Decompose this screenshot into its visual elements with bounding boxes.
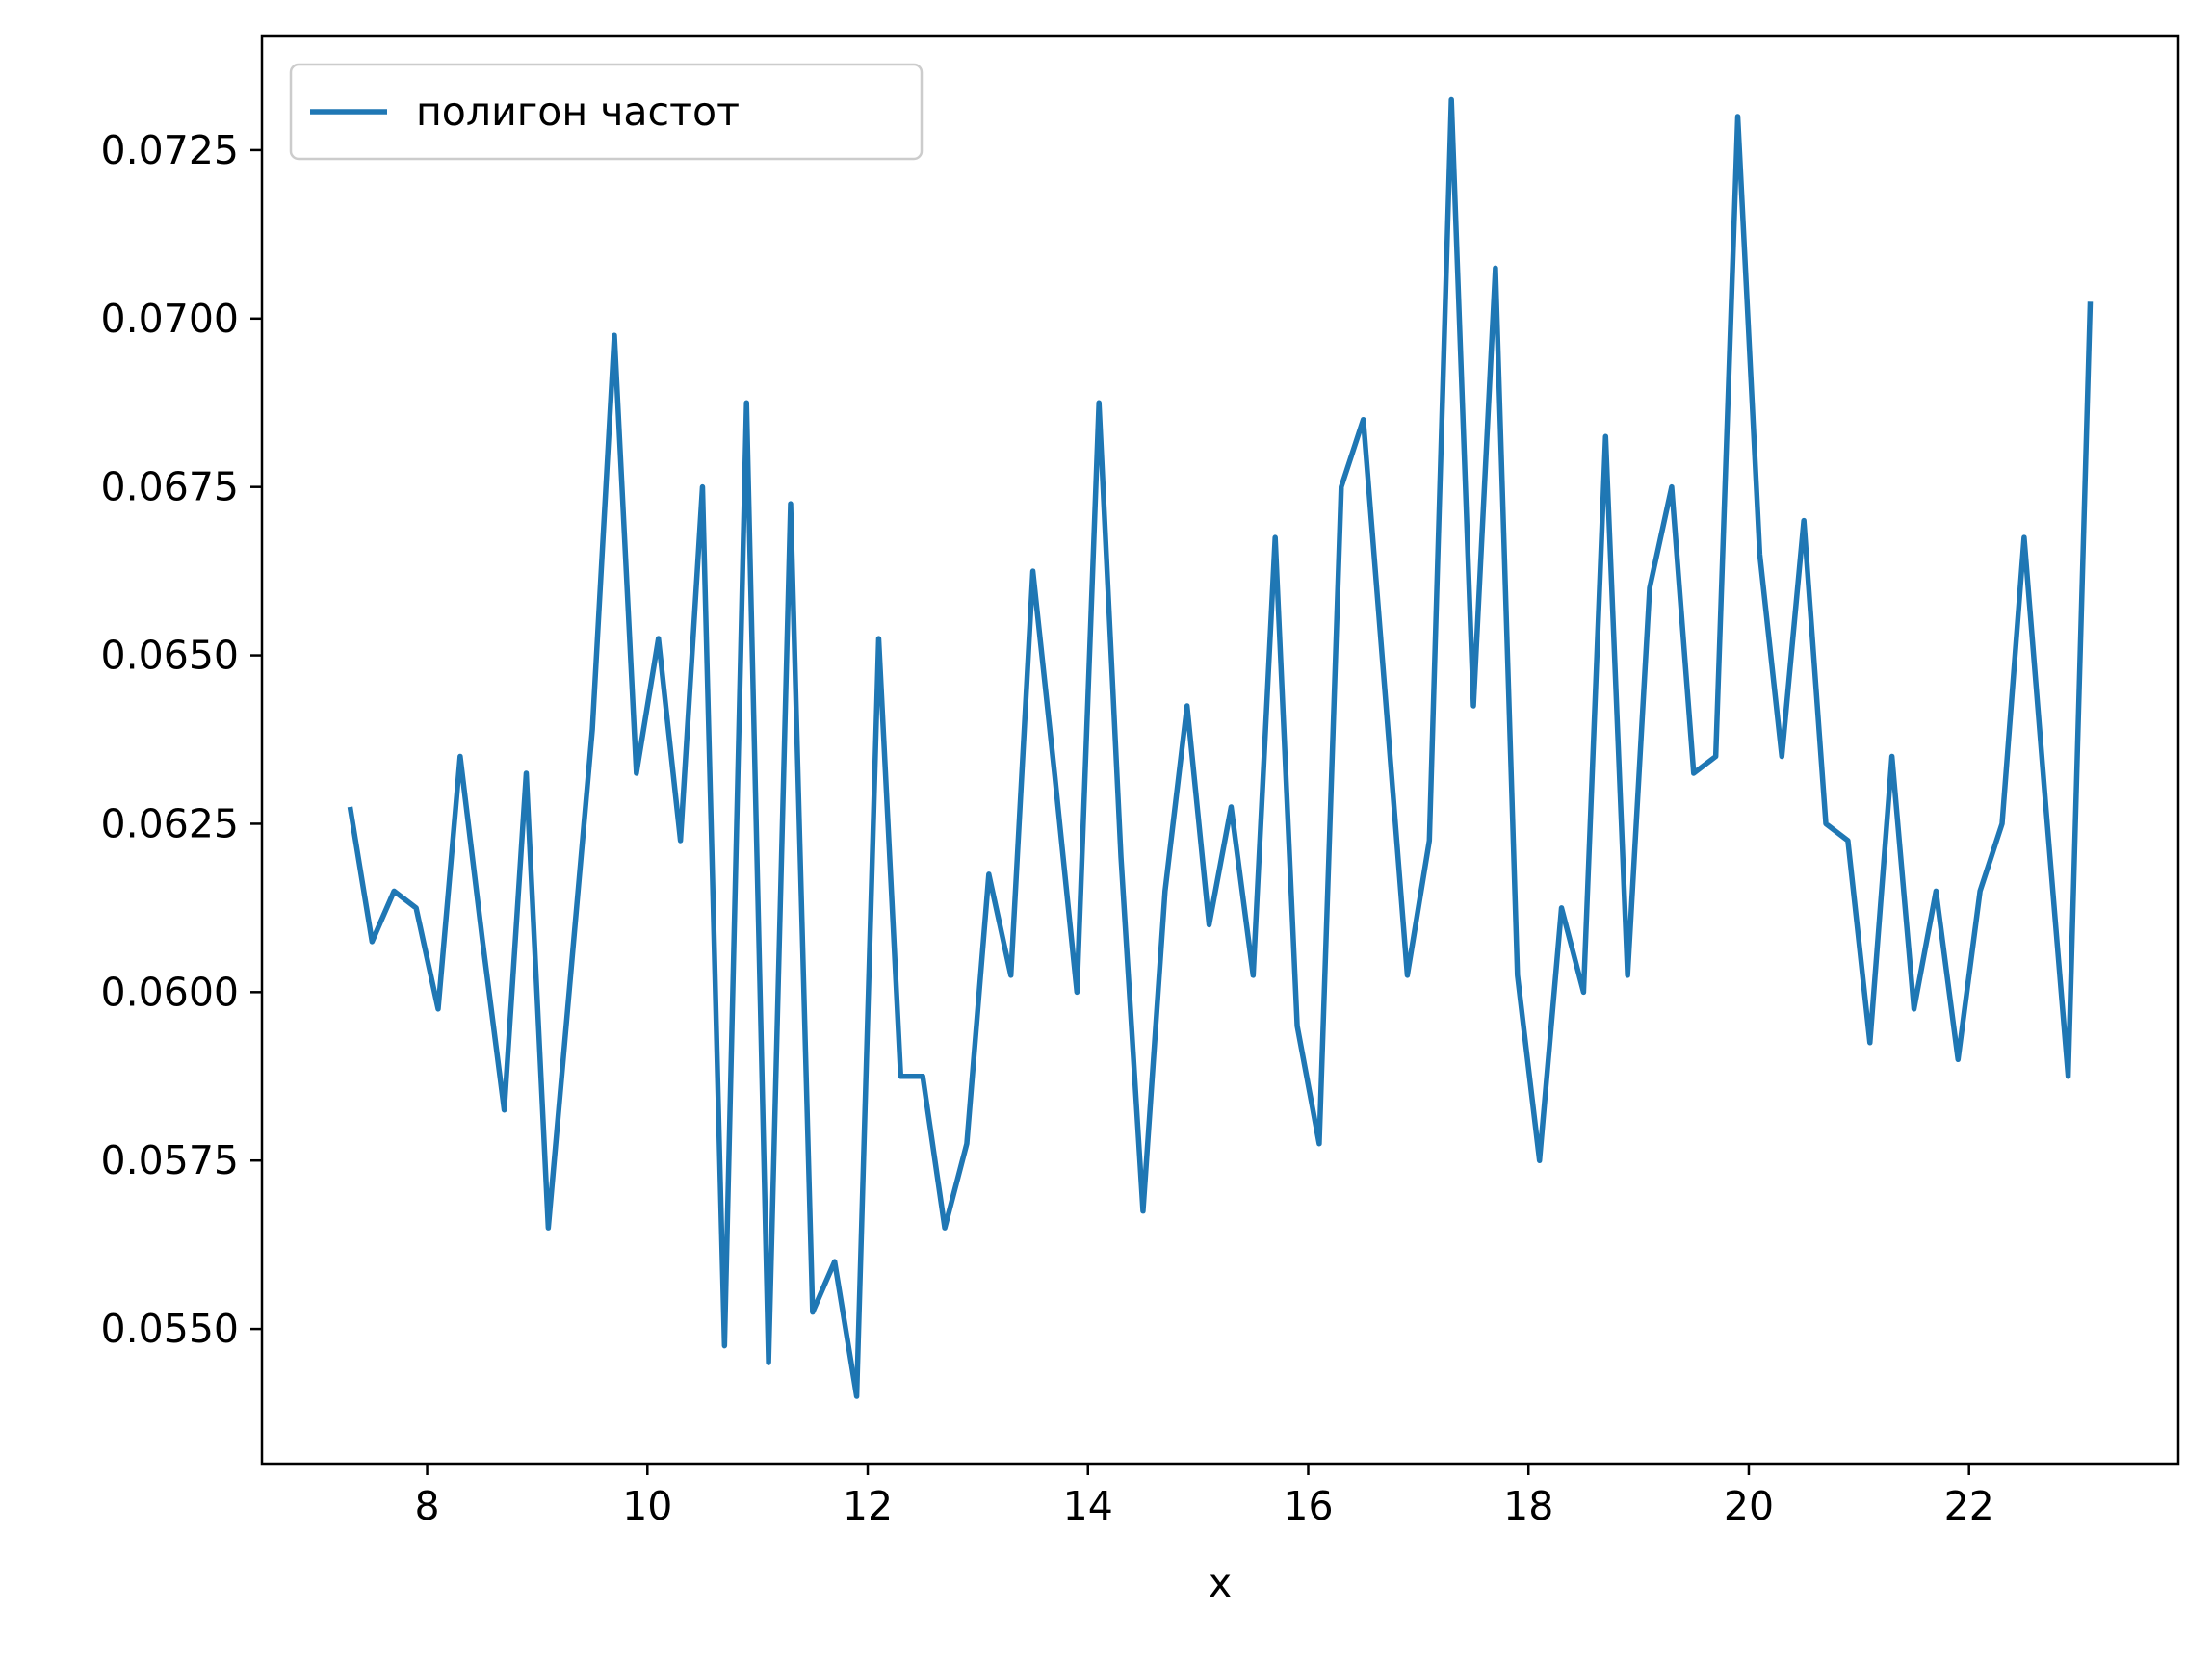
y-tick-label: 0.0725: [101, 127, 239, 173]
y-tick-label: 0.0575: [101, 1137, 239, 1183]
x-tick-label: 18: [1503, 1483, 1553, 1529]
y-tick-label: 0.0650: [101, 633, 239, 679]
x-tick-label: 16: [1283, 1483, 1333, 1529]
legend-label-0: полигон частот: [416, 89, 740, 135]
legend-box: [289, 63, 924, 161]
x-tick-label: 20: [1724, 1483, 1774, 1529]
x-tick-label: 12: [843, 1483, 893, 1529]
legend: полигон частот: [289, 63, 924, 161]
x-tick-label: 10: [622, 1483, 672, 1529]
axes: 8 10 12 14 16 18 20 22 0.0550 0.0575 0.0600 0.0625 0…: [101, 34, 2180, 1529]
y-tick-label: 0.0600: [101, 969, 239, 1015]
y-tick-label: 0.0550: [101, 1306, 239, 1352]
x-tick-label: 14: [1063, 1483, 1113, 1529]
y-tick-label: 0.0625: [101, 800, 239, 846]
series-line-0: [347, 96, 2094, 1399]
plot-area: [347, 96, 2094, 1399]
axes-frame: [260, 34, 2180, 1466]
x-tick-label: 22: [1944, 1483, 1994, 1529]
x-tick-label: 8: [415, 1483, 440, 1529]
y-tick-label: 0.0700: [101, 296, 239, 342]
y-tick-label: 0.0675: [101, 464, 239, 510]
x-axis-label: x: [1209, 1560, 1232, 1606]
